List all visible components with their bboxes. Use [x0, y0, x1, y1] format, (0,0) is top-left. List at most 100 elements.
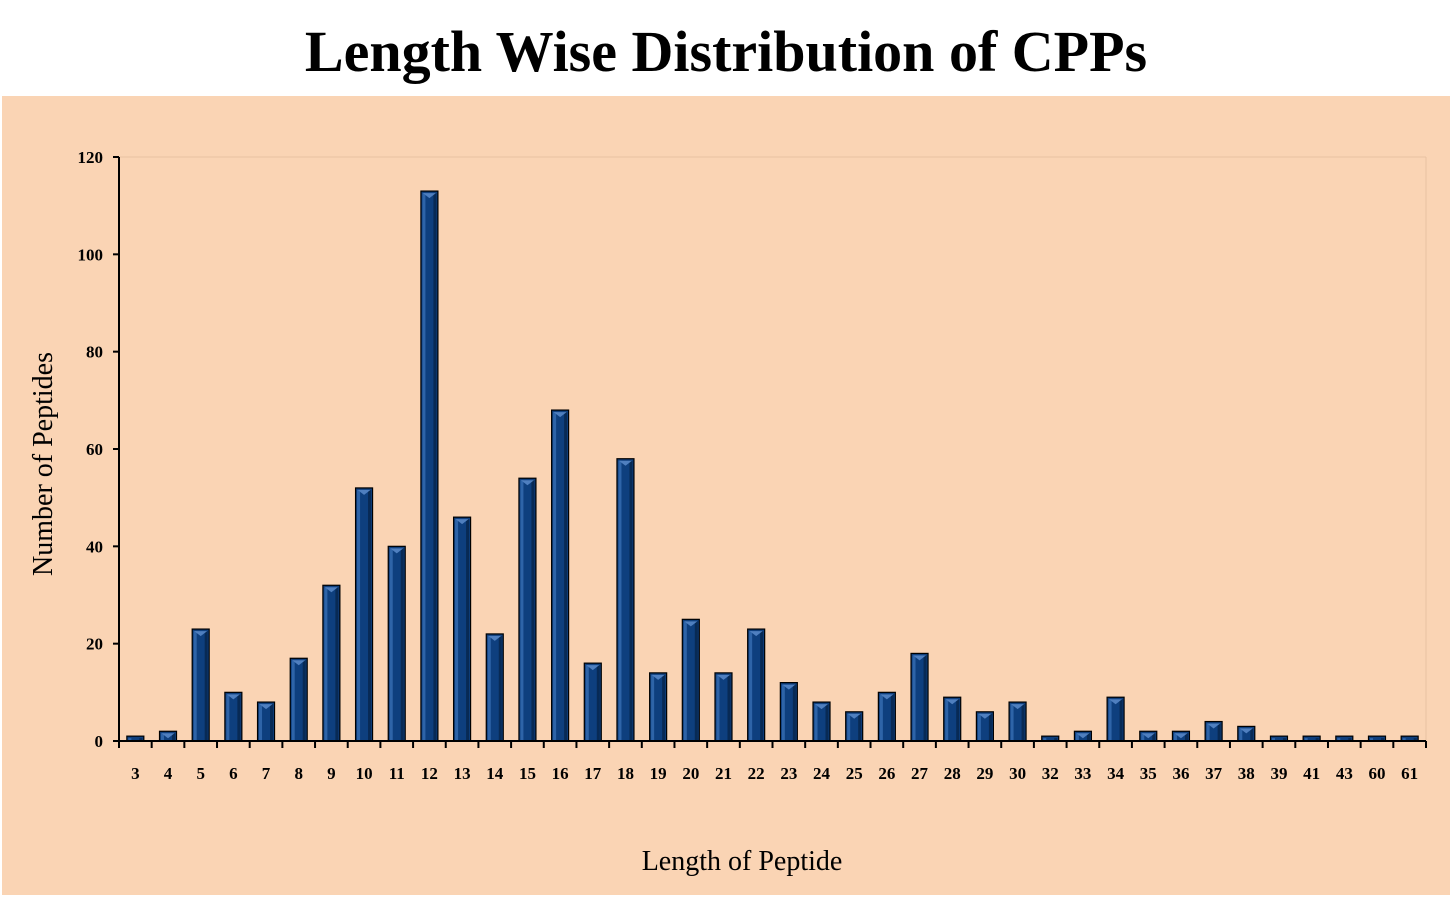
bar-bevel-dark — [1250, 728, 1254, 740]
bar-bevel-top — [1011, 704, 1025, 710]
bar-26 — [877, 691, 896, 742]
bar-bevel-dark — [1413, 738, 1417, 740]
x-tick-label: 16 — [552, 764, 569, 783]
bar-bevel-dark — [596, 665, 600, 740]
x-tick-label: 43 — [1336, 764, 1353, 783]
bar-9 — [322, 584, 341, 742]
y-tick-label: 40 — [86, 537, 103, 556]
bar-27 — [910, 652, 929, 742]
bar-bevel-dark — [368, 489, 372, 740]
y-tick-label: 20 — [86, 635, 103, 654]
bar-bevel-dark — [1152, 733, 1156, 740]
bar-bevel-dark — [400, 548, 404, 740]
bar-bevel-light — [389, 548, 393, 740]
bar-bevel-top — [1207, 723, 1221, 729]
x-tick-label: 19 — [650, 764, 667, 783]
bar-bevel-top — [684, 621, 698, 627]
bar-bevel-top — [455, 519, 469, 525]
bar-bevel-dark — [662, 674, 666, 740]
bar-bevel-light — [324, 587, 328, 740]
bar-bevel-dark — [1184, 733, 1188, 740]
x-tick-label: 4 — [164, 764, 173, 783]
x-tick-label: 20 — [682, 764, 699, 783]
bar-bevel-dark — [1315, 738, 1319, 740]
bar-37 — [1204, 720, 1223, 742]
x-tick-label: 34 — [1107, 764, 1125, 783]
bar-bevel-light — [520, 480, 524, 740]
bar-bevel-top — [1141, 733, 1155, 739]
x-tick-label: 15 — [519, 764, 536, 783]
bar-bevel-top — [749, 631, 763, 637]
bar-bevel-top — [259, 704, 273, 710]
bar-bevel-top — [651, 674, 665, 680]
bar-6 — [224, 691, 243, 742]
bar-35 — [1139, 730, 1158, 742]
x-tick-label: 21 — [715, 764, 732, 783]
bar-bevel-dark — [923, 655, 927, 740]
bar-bevel-light — [1337, 738, 1341, 740]
y-tick-label: 100 — [78, 245, 104, 264]
bar-bevel-top — [1239, 728, 1253, 734]
x-tick-label: 5 — [196, 764, 205, 783]
bar-bevel-top — [422, 193, 436, 199]
x-axis-title: Length of Peptide — [642, 846, 843, 877]
x-tick-label: 35 — [1140, 764, 1157, 783]
bar-33 — [1073, 730, 1093, 742]
bar-bevel-dark — [270, 704, 274, 740]
bar-bevel-light — [357, 489, 361, 740]
bar-bevel-light — [1075, 733, 1079, 740]
bar-bevel-light — [128, 738, 132, 740]
bar-19 — [649, 672, 668, 742]
bar-25 — [845, 711, 864, 742]
bar-bevel-dark — [172, 733, 176, 740]
bar-15 — [518, 477, 537, 742]
bar-17 — [583, 662, 602, 742]
bar-bevel-top — [880, 694, 894, 700]
bar-bevel-top — [1174, 733, 1188, 739]
bar-bevel-light — [749, 631, 753, 740]
bar-bevel-light — [1304, 738, 1308, 740]
bar-bevel-dark — [956, 699, 960, 740]
bar-38 — [1237, 725, 1256, 742]
x-tick-label: 10 — [356, 764, 373, 783]
bar-4 — [158, 730, 178, 742]
bar-18 — [616, 458, 635, 742]
y-tick-label: 80 — [86, 343, 103, 362]
bar-bevel-light — [1271, 738, 1275, 740]
bar-bevel-dark — [1217, 723, 1221, 740]
bar-bevel-light — [683, 621, 687, 740]
x-tick-label: 6 — [229, 764, 238, 783]
bar-bevel-dark — [1119, 699, 1123, 740]
x-tick-label: 14 — [486, 764, 504, 783]
bar-bevel-top — [945, 699, 959, 705]
bar-bevel-dark — [890, 694, 894, 740]
x-tick-label: 37 — [1205, 764, 1223, 783]
bar-bevel-dark — [1282, 738, 1286, 740]
bar-10 — [354, 487, 374, 742]
bar-bevel-light — [585, 665, 589, 740]
bar-bevel-light — [814, 704, 818, 740]
x-tick-label: 12 — [421, 764, 438, 783]
bar-5 — [191, 628, 210, 742]
bar-bevel-light — [1369, 738, 1373, 740]
x-tick-label: 33 — [1074, 764, 1091, 783]
bar-23 — [779, 681, 798, 742]
bar-28 — [943, 696, 962, 742]
bar-bevel-top — [194, 631, 208, 637]
bar-bevel-light — [781, 684, 785, 740]
bar-bevel-dark — [466, 519, 470, 740]
bar-bevel-light — [977, 713, 981, 740]
bar-13 — [452, 516, 472, 742]
y-ticks-group: 0 20 40 60 80 100 120 — [78, 148, 119, 751]
y-axis-title: Number of Peptides — [28, 352, 59, 576]
y-tick-label: 60 — [86, 440, 103, 459]
x-tick-label: 24 — [813, 764, 831, 783]
bar-bevel-light — [651, 674, 655, 740]
bar-bevel-dark — [858, 713, 862, 740]
bar-bevel-top — [324, 587, 338, 593]
x-tick-label: 8 — [294, 764, 303, 783]
x-tick-label: 32 — [1042, 764, 1059, 783]
bar-30 — [1008, 701, 1027, 742]
x-tick-label: 29 — [976, 764, 993, 783]
bar-bevel-top — [553, 412, 567, 418]
